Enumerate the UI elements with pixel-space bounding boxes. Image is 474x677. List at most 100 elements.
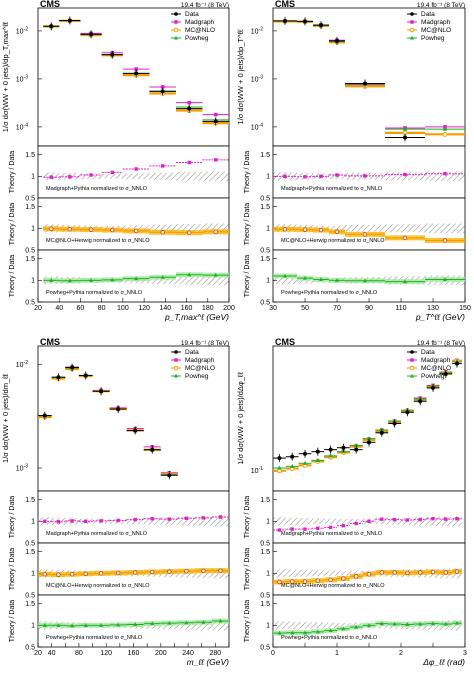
y-tick-label: 10-3 bbox=[16, 463, 28, 472]
data-point bbox=[167, 473, 172, 478]
powheg-point bbox=[442, 126, 448, 131]
data-uncertainty-band bbox=[122, 225, 150, 232]
data-uncertainty-band bbox=[425, 223, 465, 234]
legend-marker-mcnlo bbox=[409, 27, 415, 33]
x-axis-label: m_ℓℓ (GeV) bbox=[187, 657, 230, 667]
data-uncertainty-band bbox=[194, 568, 212, 579]
mcnlo-ratio-point bbox=[213, 229, 218, 234]
madgraph-ratio-point bbox=[218, 515, 223, 519]
powheg-ratio-point bbox=[187, 272, 192, 277]
legend-marker-powheg bbox=[410, 35, 414, 40]
madgraph-ratio-point bbox=[214, 158, 218, 162]
madgraph-ratio-point bbox=[380, 517, 384, 521]
madgraph-ratio-point bbox=[455, 517, 459, 521]
y-axis-label: 1/σ dσ(WW + 0 jets)/dp_T,max^ℓℓ bbox=[1, 21, 10, 132]
mcnlo-ratio-point bbox=[379, 570, 384, 575]
legend-marker-madgraph bbox=[174, 20, 178, 24]
data-point bbox=[443, 371, 448, 376]
ratio-y-tick-label: 1.5 bbox=[260, 549, 270, 556]
lumi-label: 19.4 fb⁻¹ (8 TeV) bbox=[417, 2, 465, 9]
data-uncertainty-band bbox=[177, 621, 195, 630]
ratio-y-tick-label: 1.5 bbox=[25, 204, 35, 211]
data-uncertainty-band bbox=[211, 620, 229, 631]
mcnlo-ratio-point bbox=[277, 579, 282, 585]
legend-marker-data bbox=[410, 12, 414, 16]
mcnlo-ratio-point bbox=[56, 572, 61, 577]
y-axis-label: 1/σ dσ(WW + 0 jets)/dm_ℓℓ bbox=[1, 373, 10, 462]
powheg-ratio-point bbox=[89, 278, 94, 282]
data-uncertainty-band bbox=[285, 517, 299, 525]
madgraph-ratio-point bbox=[110, 170, 114, 175]
powheg-ratio-point bbox=[201, 620, 206, 624]
powheg-ratio-point bbox=[167, 620, 172, 625]
x-tick-label: 40 bbox=[48, 650, 56, 657]
data-uncertainty-band bbox=[324, 570, 337, 576]
mcnlo-ratio-point bbox=[315, 578, 320, 583]
ratio-y-tick-label: 1.5 bbox=[25, 549, 35, 556]
ratio-y-tick-label: 0.5 bbox=[25, 592, 35, 599]
x-axis-label: p_T,max^ℓ (GeV) bbox=[164, 312, 229, 322]
x-tick-label: 3 bbox=[463, 650, 467, 657]
cms-label: CMS bbox=[275, 0, 295, 9]
legend-marker-data bbox=[410, 350, 414, 354]
ratio-y-tick-label: 0.5 bbox=[25, 299, 35, 306]
legend-marker-madgraph bbox=[174, 358, 178, 362]
powheg-ratio-point bbox=[218, 618, 223, 623]
chart-panel-4: CMS 19.4 fb⁻¹ (8 TeV) 10-1 1/σ dσ(WW + 0 je… bbox=[236, 337, 467, 667]
madgraph-ratio-point bbox=[187, 160, 191, 165]
lumi-label: 19.4 fb⁻¹ (8 TeV) bbox=[181, 340, 229, 347]
data-point bbox=[367, 440, 371, 445]
data-uncertainty-band bbox=[175, 224, 203, 233]
powheg-point bbox=[328, 453, 333, 458]
data-point bbox=[150, 447, 155, 452]
ratio-note-madgraph: Madgraph+Pythia normalized to σ_NNLO bbox=[281, 186, 383, 192]
ratio-pad-madgraph: 0.5 1 1.5 Madgraph+Pythia normalized to σ_N… bbox=[244, 490, 466, 547]
data-point bbox=[303, 451, 307, 456]
data-point bbox=[99, 389, 104, 394]
madgraph-ratio-point bbox=[328, 525, 333, 530]
ratio-y-tick-label: 1.5 bbox=[260, 204, 270, 211]
data-uncertainty-band bbox=[175, 172, 203, 181]
legend-label-data: Data bbox=[185, 11, 199, 18]
x-tick-label: 80 bbox=[98, 305, 106, 312]
data-point bbox=[42, 413, 47, 418]
powheg-ratio-point bbox=[134, 276, 139, 281]
legend-marker-mcnlo bbox=[173, 365, 179, 371]
data-point bbox=[303, 19, 307, 24]
mcnlo-ratio-point bbox=[42, 572, 48, 577]
data-point bbox=[160, 89, 165, 94]
ratio-pad-powheg: 0.5 1 1.5 Powheg+Pythia normalized to σ_NNL… bbox=[9, 594, 230, 651]
mcnlo-ratio-point bbox=[366, 572, 372, 577]
legend-label-powheg: Powheg bbox=[185, 35, 209, 42]
ratio-y-label: Theory / Data bbox=[9, 151, 16, 194]
mcnlo-ratio-point bbox=[454, 569, 460, 574]
legend-label-mcnlo: MC@NLO bbox=[185, 365, 215, 372]
ratio-y-tick-label: 0.5 bbox=[25, 195, 35, 202]
data-uncertainty-band bbox=[345, 225, 385, 232]
legend-label-data: Data bbox=[185, 349, 199, 356]
mcnlo-ratio-point bbox=[167, 569, 172, 574]
madgraph-ratio-point bbox=[367, 519, 371, 524]
data-uncertainty-band bbox=[101, 174, 123, 179]
powheg-ratio-point bbox=[403, 279, 407, 284]
legend-marker-powheg bbox=[410, 373, 414, 378]
ratio-y-label: Theory / Data bbox=[9, 203, 16, 246]
mcnlo-ratio-point bbox=[160, 230, 165, 235]
madgraph-ratio-point bbox=[184, 516, 189, 520]
x-tick-label: 160 bbox=[181, 305, 193, 312]
madgraph-ratio-point bbox=[167, 517, 172, 521]
ratio-y-tick-label: 1.5 bbox=[25, 256, 35, 263]
x-tick-label: 2 bbox=[399, 650, 403, 657]
powheg-ratio-point bbox=[150, 621, 155, 626]
madgraph-ratio-point bbox=[316, 526, 320, 530]
x-tick-label: 130 bbox=[427, 305, 439, 312]
ratio-y-label: Theory / Data bbox=[244, 600, 251, 643]
chart-panel-2: CMS 19.4 fb⁻¹ (8 TeV) 10-4 10-3 10-2 1/σ dσ(W… bbox=[236, 0, 471, 322]
x-tick-label: 30 bbox=[269, 305, 277, 312]
ratio-y-tick-label: 0.5 bbox=[260, 299, 270, 306]
data-uncertainty-band bbox=[311, 518, 325, 525]
data-point bbox=[319, 23, 323, 28]
powheg-point bbox=[402, 126, 408, 131]
data-uncertainty-band bbox=[324, 518, 337, 524]
ratio-pad-mcnlo: 0.5 1 1.5 MC@NLO+Herwig normalized to σ_NNL… bbox=[244, 197, 466, 254]
